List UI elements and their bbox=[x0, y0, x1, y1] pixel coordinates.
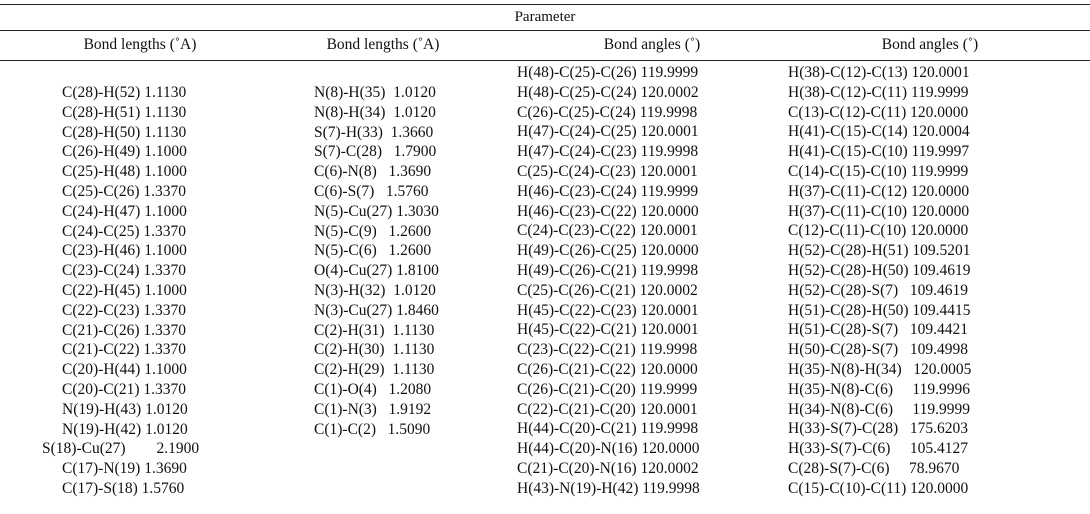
column-header-bond-angles-2: Bond angles (˚) bbox=[881, 36, 979, 53]
bond-lengths-column-1: C(28)-H(52) 1.1130 C(28)-H(51) 1.1130 C(28… bbox=[42, 83, 199, 499]
table-cell: C(23)-H(46) 1.1000 bbox=[62, 242, 187, 260]
table-cell: H(49)-C(26)-C(25) 120.0000 bbox=[517, 242, 699, 260]
table-cell: H(33)-S(7)-C(6) 105.4127 bbox=[788, 440, 968, 458]
table-cell: H(44)-C(20)-N(16) 120.0000 bbox=[517, 440, 700, 458]
bond-angles-column-1: H(48)-C(25)-C(26) 119.9999 H(48)-C(25)-C(… bbox=[517, 63, 700, 499]
table-cell: H(52)-C(28)-H(51) 109.5201 bbox=[788, 242, 971, 260]
table-cell: H(38)-C(12)-C(13) 120.0001 bbox=[788, 64, 970, 81]
table-cell: C(21)-C(20)-N(16) 120.0002 bbox=[517, 459, 699, 477]
table-cell: C(22)-C(21)-C(20) 120.0001 bbox=[517, 400, 698, 418]
table-cell: H(44)-C(20)-C(21) 119.9998 bbox=[517, 420, 699, 438]
table-cell: H(52)-C(28)-S(7) 109.4619 bbox=[788, 281, 968, 299]
table-cell: H(43)-N(19)-H(42) 119.9998 bbox=[517, 479, 700, 497]
table-cell: C(26)-C(21)-C(22) 120.0000 bbox=[517, 360, 698, 378]
table-cell: N(19)-H(43) 1.0120 bbox=[62, 400, 188, 418]
table-cell: C(1)-O(4) 1.2080 bbox=[314, 380, 432, 398]
title-rule bbox=[0, 30, 1090, 31]
table-cell: C(24)-H(47) 1.1000 bbox=[62, 202, 187, 220]
table-cell: C(2)-H(29) 1.1130 bbox=[314, 361, 435, 379]
table-cell: C(22)-C(23) 1.3370 bbox=[62, 301, 186, 319]
table-cell: C(6)-N(8) 1.3690 bbox=[314, 163, 432, 181]
table-cell: H(35)-N(8)-C(6) 119.9996 bbox=[788, 380, 970, 398]
table-cell: H(37)-C(11)-C(10) 120.0000 bbox=[788, 202, 970, 220]
table-cell: C(22)-H(45) 1.1000 bbox=[62, 281, 187, 299]
table-cell: C(23)-C(24) 1.3370 bbox=[62, 262, 186, 280]
table-cell: C(20)-H(44) 1.1000 bbox=[62, 361, 187, 379]
column-header-bond-lengths-1: Bond lengths (˚A) bbox=[83, 36, 197, 53]
table-cell: C(1)-C(2) 1.5090 bbox=[314, 420, 431, 438]
bond-lengths-column-2: N(8)-H(35) 1.0120 N(8)-H(34) 1.0120 S(7)-H… bbox=[314, 83, 439, 439]
table-cell: C(2)-H(31) 1.1130 bbox=[314, 321, 435, 339]
table-cell: C(28)-H(52) 1.1130 bbox=[62, 84, 187, 101]
column-header-bond-lengths-2: Bond lengths (˚A) bbox=[326, 36, 440, 53]
table-cell: S(7)-H(33) 1.3660 bbox=[314, 123, 434, 141]
table-cell: H(45)-C(22)-C(23) 120.0001 bbox=[517, 301, 699, 319]
table-cell: H(35)-N(8)-H(34) 120.0005 bbox=[788, 360, 972, 378]
table-cell: C(26)-H(49) 1.1000 bbox=[62, 143, 187, 161]
table-cell: H(51)-C(28)-H(50) 109.4415 bbox=[788, 301, 971, 319]
bond-angles-column-2: H(38)-C(12)-C(13) 120.0001 H(38)-C(12)-C(… bbox=[788, 63, 971, 499]
table-cell: C(23)-C(22)-C(21) 119.9998 bbox=[517, 341, 698, 359]
table-cell: C(12)-C(11)-C(10) 120.0000 bbox=[788, 222, 969, 240]
table-cell: S(18)-Cu(27) 2.1900 bbox=[42, 440, 200, 458]
table-cell: C(17)-S(18) 1.5760 bbox=[62, 479, 185, 497]
table-cell: C(17)-N(19) 1.3690 bbox=[62, 460, 187, 478]
table-cell: N(8)-H(35) 1.0120 bbox=[314, 84, 436, 101]
top-rule bbox=[0, 4, 1090, 5]
table-cell: C(28)-S(7)-C(6) 78.9670 bbox=[788, 459, 960, 477]
table-cell: C(14)-C(15)-C(10) 119.9999 bbox=[788, 162, 969, 180]
table-cell: N(5)-Cu(27) 1.3030 bbox=[314, 202, 439, 220]
table-cell: C(26)-C(21)-C(20) 119.9999 bbox=[517, 380, 698, 398]
table-cell: H(38)-C(12)-C(11) 119.9999 bbox=[788, 83, 969, 101]
table-cell: H(33)-S(7)-C(28) 175.6203 bbox=[788, 420, 968, 438]
table-cell: C(25)-H(48) 1.1000 bbox=[62, 163, 187, 181]
table-cell: C(13)-C(12)-C(11) 120.0000 bbox=[788, 103, 969, 121]
table-cell: N(3)-Cu(27) 1.8460 bbox=[314, 301, 439, 319]
table-cell: H(48)-C(25)-C(26) 119.9999 bbox=[517, 64, 699, 81]
table-cell: H(50)-C(28)-S(7) 109.4998 bbox=[788, 341, 968, 359]
table-cell: H(46)-C(23)-C(22) 120.0000 bbox=[517, 202, 699, 220]
table-cell: H(47)-C(24)-C(25) 120.0001 bbox=[517, 123, 699, 141]
table-cell: C(21)-C(26) 1.3370 bbox=[62, 321, 186, 339]
table-cell: C(25)-C(26)-C(21) 120.0002 bbox=[517, 281, 698, 299]
table-cell: C(25)-C(26) 1.3370 bbox=[62, 182, 186, 200]
table-cell: N(3)-H(32) 1.0120 bbox=[314, 281, 436, 299]
table-cell: H(49)-C(26)-C(21) 119.9998 bbox=[517, 261, 699, 279]
table-cell: H(47)-C(24)-C(23) 119.9998 bbox=[517, 143, 699, 161]
table-cell: C(20)-C(21) 1.3370 bbox=[62, 380, 186, 398]
table-cell: N(8)-H(34) 1.0120 bbox=[314, 103, 436, 121]
table-cell: H(48)-C(25)-C(24) 120.0002 bbox=[517, 83, 699, 101]
table-cell: C(6)-S(7) 1.5760 bbox=[314, 182, 429, 200]
table-cell: C(15)-C(10)-C(11) 120.0000 bbox=[788, 479, 969, 497]
table-cell: H(37)-C(11)-C(12) 120.0000 bbox=[788, 182, 970, 200]
table-cell: H(41)-C(15)-C(10) 119.9997 bbox=[788, 143, 970, 161]
table-cell: C(2)-H(30) 1.1130 bbox=[314, 341, 435, 359]
table-cell: S(7)-C(28) 1.7900 bbox=[314, 143, 437, 161]
table-cell: H(52)-C(28)-H(50) 109.4619 bbox=[788, 261, 971, 279]
table-cell: H(41)-C(15)-C(14) 120.0004 bbox=[788, 123, 970, 141]
table-cell: C(21)-C(22) 1.3370 bbox=[62, 341, 186, 359]
table-cell: C(28)-H(51) 1.1130 bbox=[62, 103, 187, 121]
table-cell: H(45)-C(22)-C(21) 120.0001 bbox=[517, 321, 699, 339]
table-cell: H(34)-N(8)-C(6) 119.9999 bbox=[788, 400, 970, 418]
table-cell: C(24)-C(23)-C(22) 120.0001 bbox=[517, 222, 698, 240]
table-cell: N(5)-C(9) 1.2600 bbox=[314, 222, 432, 240]
table-cell: C(26)-C(25)-C(24) 119.9998 bbox=[517, 103, 698, 121]
header-rule bbox=[0, 60, 1090, 61]
table-cell: C(28)-H(50) 1.1130 bbox=[62, 123, 187, 141]
column-header-bond-angles-1: Bond angles (˚) bbox=[603, 36, 701, 53]
table-cell: N(5)-C(6) 1.2600 bbox=[314, 242, 432, 260]
table-cell: H(46)-C(23)-C(24) 119.9999 bbox=[517, 182, 699, 200]
table-cell: N(19)-H(42) 1.0120 bbox=[62, 420, 188, 438]
table-cell: C(1)-N(3) 1.9192 bbox=[314, 400, 432, 418]
table-title: Parameter bbox=[514, 9, 576, 25]
table-cell: H(51)-C(28)-S(7) 109.4421 bbox=[788, 321, 968, 339]
table-cell: O(4)-Cu(27) 1.8100 bbox=[314, 262, 439, 280]
table-cell: C(24)-C(25) 1.3370 bbox=[62, 222, 186, 240]
table-cell: C(25)-C(24)-C(23) 120.0001 bbox=[517, 162, 698, 180]
